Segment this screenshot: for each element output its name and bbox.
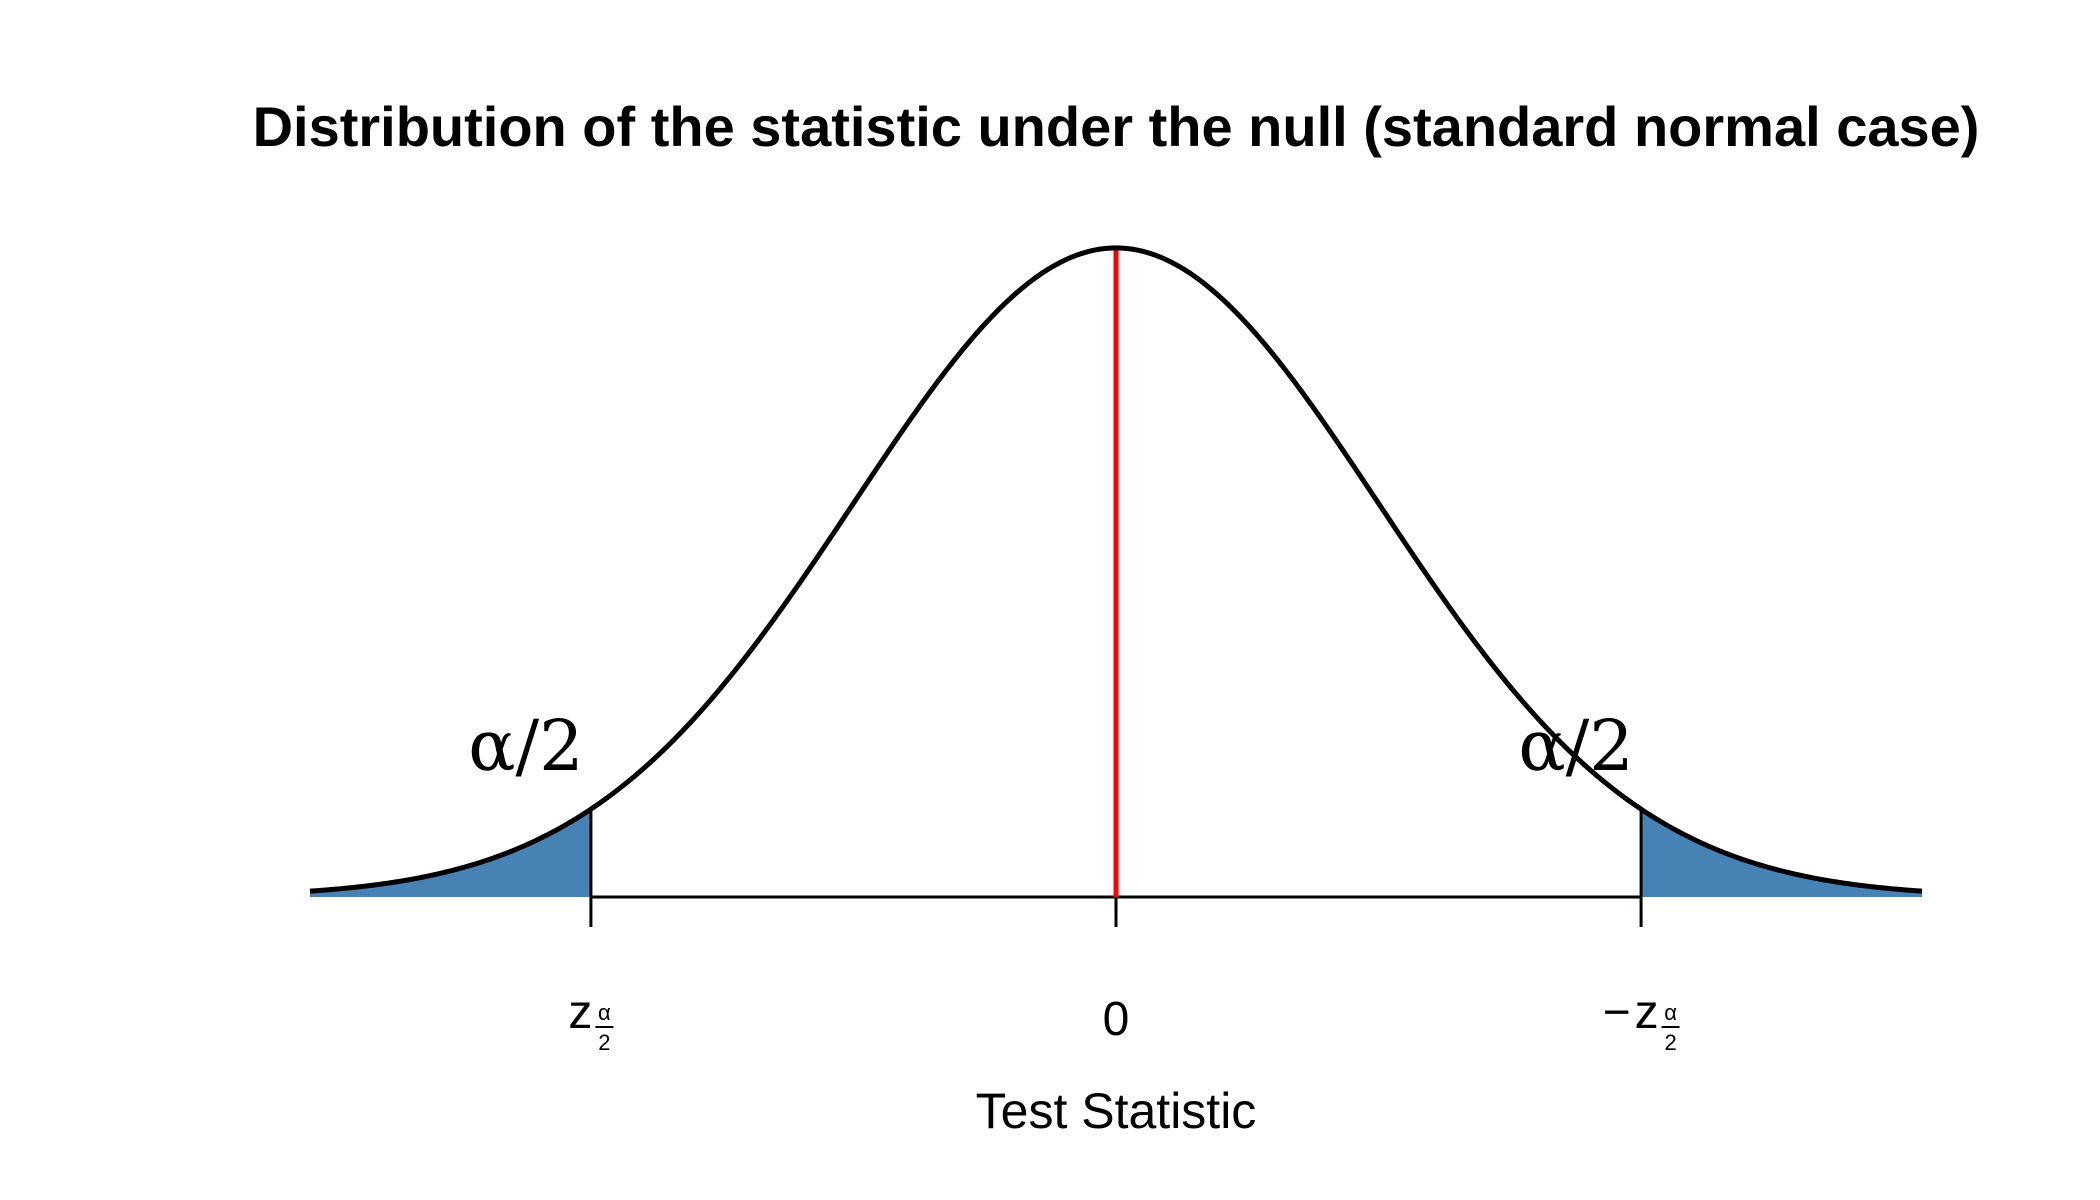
x-axis-label: Test Statistic xyxy=(976,1083,1257,1139)
x-tick-label-numerator: α xyxy=(1664,1000,1677,1025)
x-tick-label-prefix: − xyxy=(1603,986,1631,1039)
x-tick-label-text: 0 xyxy=(1103,993,1130,1046)
tail-annotation-label: α/2 xyxy=(468,705,583,787)
x-tick-label-denominator: 2 xyxy=(1664,1030,1676,1055)
tail-annotations: α/2 α/2 xyxy=(468,705,1634,787)
x-axis-tick-labels: z α2 0− z α2 xyxy=(568,986,1680,1055)
x-tick-label-symbol: z xyxy=(568,986,592,1039)
x-tick-label-numerator: α xyxy=(598,1000,611,1025)
x-tick-label: 0 xyxy=(1103,993,1130,1046)
chart-title: Distribution of the statistic under the … xyxy=(253,95,1980,158)
tail-annotation-label: α/2 xyxy=(1518,705,1633,787)
right-tail-shaded-area xyxy=(1641,809,1922,897)
left-tail-shaded-area xyxy=(310,809,591,897)
density-curve xyxy=(309,245,1923,894)
x-axis-ticks xyxy=(589,897,1643,927)
x-tick-label: z α 2 xyxy=(568,986,614,1055)
x-tick-label-symbol: z xyxy=(1635,986,1659,1039)
x-tick-label-denominator: 2 xyxy=(598,1030,610,1055)
x-tick-label: − z α 2 xyxy=(1603,986,1680,1055)
